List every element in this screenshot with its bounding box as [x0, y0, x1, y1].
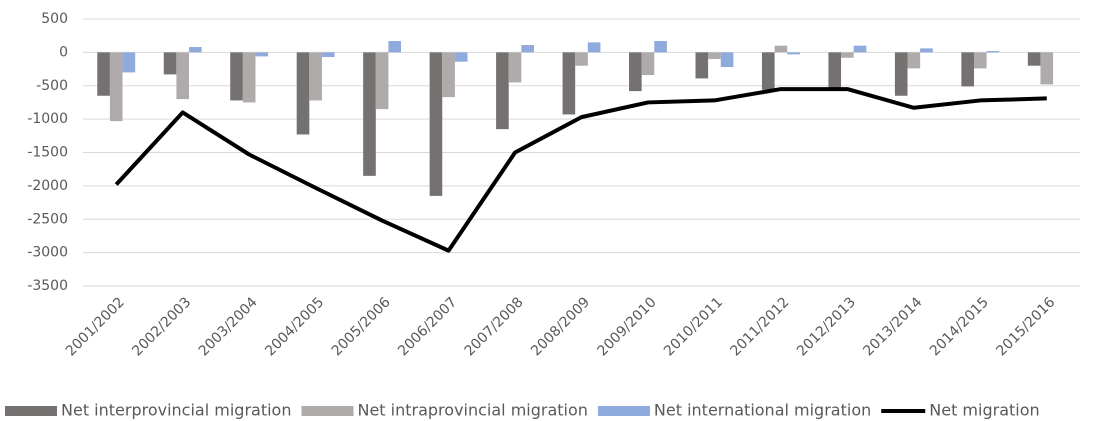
legend-swatch [301, 406, 354, 416]
y-tick-label: -1000 [27, 111, 68, 127]
bar [508, 52, 522, 83]
bar [562, 52, 576, 115]
bar [1027, 52, 1041, 66]
x-tick-label: 2003/2004 [196, 294, 261, 359]
legend-swatch [597, 406, 650, 416]
bar [242, 52, 256, 103]
x-tick-label: 2009/2010 [595, 294, 660, 359]
bar [695, 52, 709, 79]
bar [708, 52, 721, 60]
bar [961, 52, 974, 87]
bar [654, 41, 667, 53]
bar [363, 52, 376, 176]
x-tick-label: 2004/2005 [262, 294, 327, 359]
x-tick-label: 2002/2003 [129, 294, 194, 359]
bar [894, 52, 908, 96]
bar [309, 52, 322, 101]
bar [429, 52, 443, 196]
x-tick-label: 2001/2002 [63, 294, 128, 359]
line [114, 87, 1047, 253]
y-tick-label: -2000 [27, 178, 68, 194]
bar [375, 52, 389, 110]
bar [163, 52, 177, 75]
y-tick-label: -500 [36, 78, 68, 94]
bar [841, 52, 854, 58]
y-tick-label: -1500 [27, 145, 68, 161]
x-tick-label: 2011/2012 [728, 294, 793, 359]
bar [907, 52, 921, 69]
bar [496, 52, 509, 130]
y-tick-label: -2500 [27, 211, 68, 227]
bar [388, 41, 402, 53]
y-tick-label: -3000 [27, 245, 68, 261]
bar [1040, 52, 1054, 85]
x-tick-label: 2008/2009 [528, 294, 593, 359]
bar [321, 52, 335, 58]
x-tick-label: 2014/2015 [927, 294, 992, 359]
bar [442, 52, 455, 98]
bar [828, 52, 842, 88]
x-tick-label: 2006/2007 [395, 294, 460, 359]
x-tick-label: 2005/2006 [329, 294, 394, 359]
bar [920, 48, 933, 53]
bar [973, 52, 987, 69]
bar [255, 52, 269, 57]
bar [774, 45, 788, 53]
bar [986, 51, 1000, 53]
y-tick-label: -3500 [27, 278, 68, 294]
bar [230, 52, 243, 101]
x-tick-label: 2010/2011 [661, 294, 726, 359]
bar [641, 52, 655, 76]
bar [575, 52, 588, 66]
bar [629, 52, 642, 92]
bar [176, 52, 190, 100]
x-tick-label: 2015/2016 [993, 294, 1058, 359]
bar [454, 52, 468, 62]
y-tick-label: 0 [59, 44, 68, 60]
legend-swatch [5, 406, 57, 416]
bar [720, 52, 734, 68]
bar [296, 52, 310, 135]
legend-label: Net interprovincial migration [61, 401, 291, 420]
bar [97, 52, 110, 96]
bar [761, 52, 775, 90]
legend-label: Net migration [929, 401, 1039, 420]
legend-label: Net international migration [654, 401, 871, 420]
bar [587, 42, 601, 53]
x-tick-label: 2012/2013 [794, 294, 859, 359]
y-tick-label: 500 [41, 11, 68, 27]
bar [787, 52, 800, 55]
legend-label: Net intraprovincial migration [357, 401, 587, 420]
bar [189, 47, 202, 53]
x-tick-label: 2007/2008 [462, 294, 527, 359]
bar [122, 52, 136, 73]
bar [109, 52, 123, 122]
x-tick-label: 2013/2014 [860, 294, 925, 359]
bar [853, 45, 867, 53]
bar [521, 45, 534, 53]
